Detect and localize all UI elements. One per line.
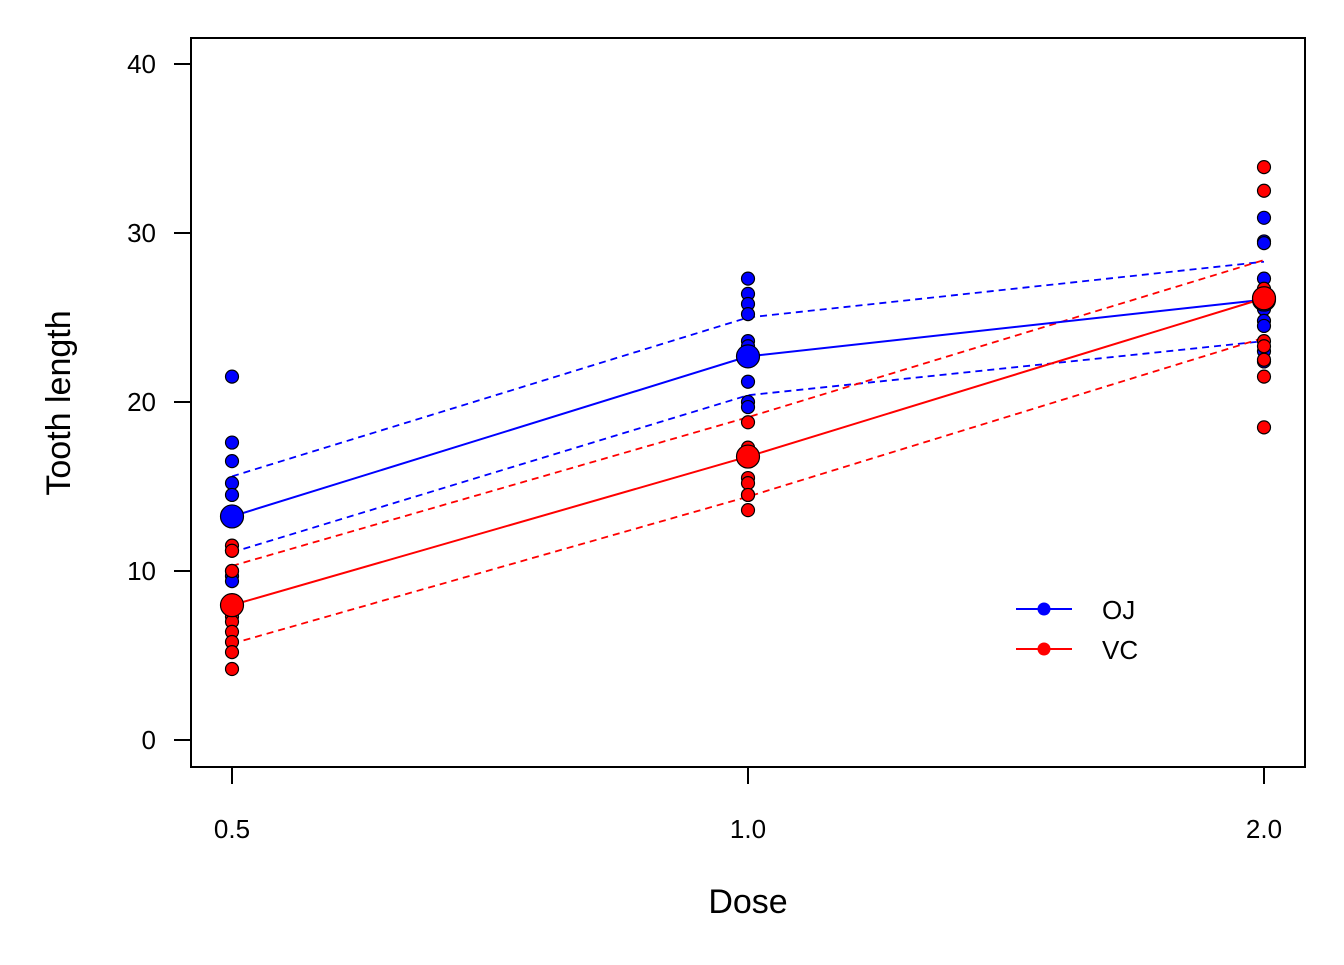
- mean-point-oj: [219, 504, 245, 529]
- x-axis-title: Dose: [708, 883, 787, 921]
- data-point-vc: [224, 543, 240, 558]
- y-tick-label: 0: [142, 725, 156, 755]
- data-point-oj: [1256, 318, 1272, 334]
- data-point-vc: [1256, 352, 1272, 367]
- legend-item-oj: OJ: [1016, 595, 1135, 625]
- legend-item-vc: VC: [1016, 635, 1138, 665]
- mean-point-vc: [735, 444, 761, 469]
- data-point-oj: [740, 399, 756, 415]
- y-tick-label: 10: [127, 556, 156, 586]
- data-point-vc: [224, 563, 240, 579]
- data-point-vc: [1256, 420, 1272, 435]
- legend-marker: [1037, 602, 1051, 616]
- data-point-oj: [740, 271, 756, 286]
- y-tick-label: 20: [127, 387, 156, 417]
- data-point-vc: [224, 645, 240, 660]
- data-point-oj: [224, 435, 240, 450]
- data-point-vc: [1256, 339, 1272, 354]
- data-point-oj: [224, 454, 240, 469]
- y-tick-label: 40: [127, 49, 156, 79]
- data-point-oj: [224, 476, 240, 491]
- x-tick-label: 2.0: [1246, 814, 1282, 844]
- y-tick-label: 30: [127, 218, 156, 248]
- legend-label: OJ: [1102, 595, 1135, 625]
- data-point-oj: [1256, 210, 1272, 225]
- data-point-vc: [224, 661, 240, 677]
- data-point-vc: [740, 487, 756, 503]
- legend-marker: [1037, 642, 1051, 656]
- data-point-oj: [224, 369, 240, 384]
- data-point-vc: [740, 476, 756, 491]
- mean-point-vc: [219, 593, 245, 618]
- data-point-oj: [740, 307, 756, 322]
- data-point-vc: [740, 503, 756, 518]
- legend-label: VC: [1102, 635, 1138, 665]
- data-point-vc: [1256, 159, 1272, 175]
- data-point-vc: [1256, 369, 1272, 384]
- data-point-oj: [224, 487, 240, 503]
- x-tick-label: 1.0: [730, 814, 766, 844]
- data-point-oj: [740, 374, 756, 389]
- mean-point-oj: [735, 344, 761, 369]
- data-point-vc: [1256, 183, 1272, 198]
- x-tick-label: 0.5: [214, 814, 250, 844]
- data-point-vc: [740, 415, 756, 430]
- y-axis-title: Tooth length: [40, 310, 78, 495]
- data-point-oj: [1256, 236, 1272, 251]
- mean-point-vc: [1251, 286, 1277, 311]
